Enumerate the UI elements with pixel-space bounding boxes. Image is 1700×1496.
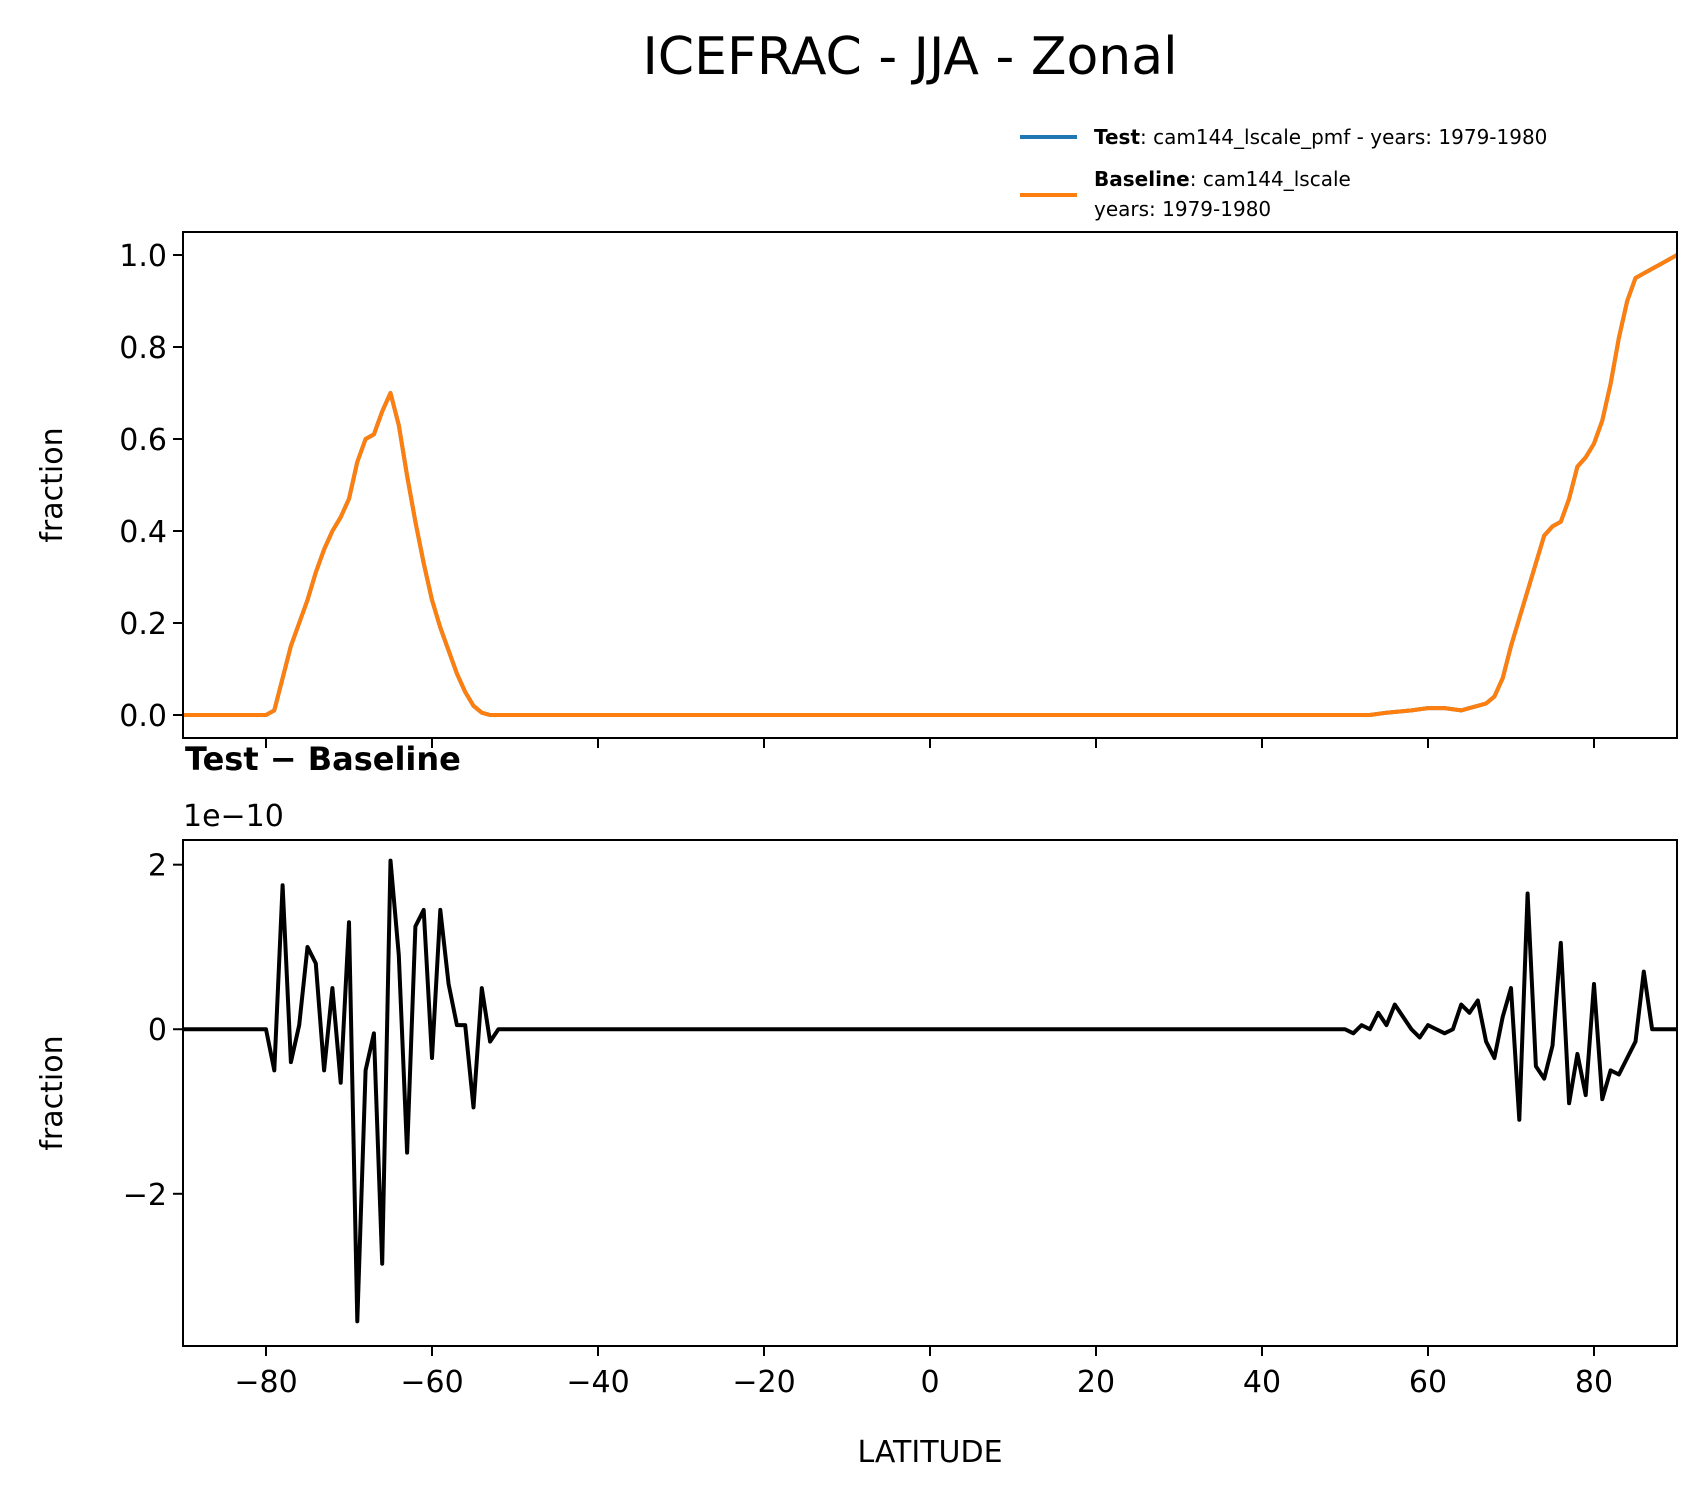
top-ytick-label: 0.4: [119, 515, 167, 550]
bottom-xtick-label: 0: [920, 1365, 939, 1400]
top-ytick-label: 1.0: [119, 239, 167, 274]
top-ytick-label: 0.0: [119, 699, 167, 734]
legend-baseline-desc: : cam144_lscale: [1190, 167, 1351, 191]
bottom-ytick-label: 0: [148, 1013, 167, 1048]
x-axis-label: LATITUDE: [857, 1435, 1002, 1470]
y-offset-text: 1e−10: [183, 799, 284, 834]
top-ytick-label: 0.2: [119, 607, 167, 642]
difference-series-line: [183, 858, 1677, 1324]
bottom-xtick-label: −40: [566, 1365, 629, 1400]
bottom-xtick-label: −20: [732, 1365, 795, 1400]
bottom-panel: Test − Baseline 1e−10 −202 −80 −60 −40 −20 0…: [35, 740, 1678, 1470]
top-panel: 0.0 0.2 0.4 0.6 0.8 1.0 fraction: [35, 231, 1678, 748]
bottom-y-axis-label: fraction: [35, 1035, 70, 1150]
bottom-xtick-label: 40: [1243, 1365, 1281, 1400]
bottom-ytick-label: −2: [123, 1178, 167, 1213]
bottom-ytick-label: 2: [148, 849, 167, 884]
legend-test-name: Test: [1094, 125, 1140, 149]
difference-title: Test − Baseline: [185, 740, 461, 778]
legend: Test: cam144_lscale_pmf - years: 1979-19…: [1020, 125, 1547, 221]
figure-title: ICEFRAC - JJA - Zonal: [642, 27, 1177, 87]
bottom-axes-frame: [182, 839, 1678, 1347]
bottom-xtick-label: 60: [1409, 1365, 1447, 1400]
baseline-series-line: [183, 253, 1677, 717]
bottom-xtick-label: −60: [400, 1365, 463, 1400]
legend-baseline-years: years: 1979-1980: [1094, 197, 1271, 221]
top-ytick-label: 0.8: [119, 331, 167, 366]
bottom-xtick-label: 20: [1077, 1365, 1115, 1400]
bottom-xtick-label: −80: [234, 1365, 297, 1400]
top-y-axis-label: fraction: [35, 427, 70, 542]
bottom-xtick-label: 80: [1575, 1365, 1613, 1400]
svg-text:Baseline: cam144_lscale: Baseline: cam144_lscale: [1094, 167, 1351, 191]
top-ytick-label: 0.6: [119, 423, 167, 458]
svg-text:Test: cam144_lscale_pmf - year: Test: cam144_lscale_pmf - years: 1979-19…: [1094, 125, 1547, 149]
legend-test-desc: : cam144_lscale_pmf - years: 1979-1980: [1140, 125, 1547, 149]
legend-baseline-name: Baseline: [1094, 167, 1190, 191]
